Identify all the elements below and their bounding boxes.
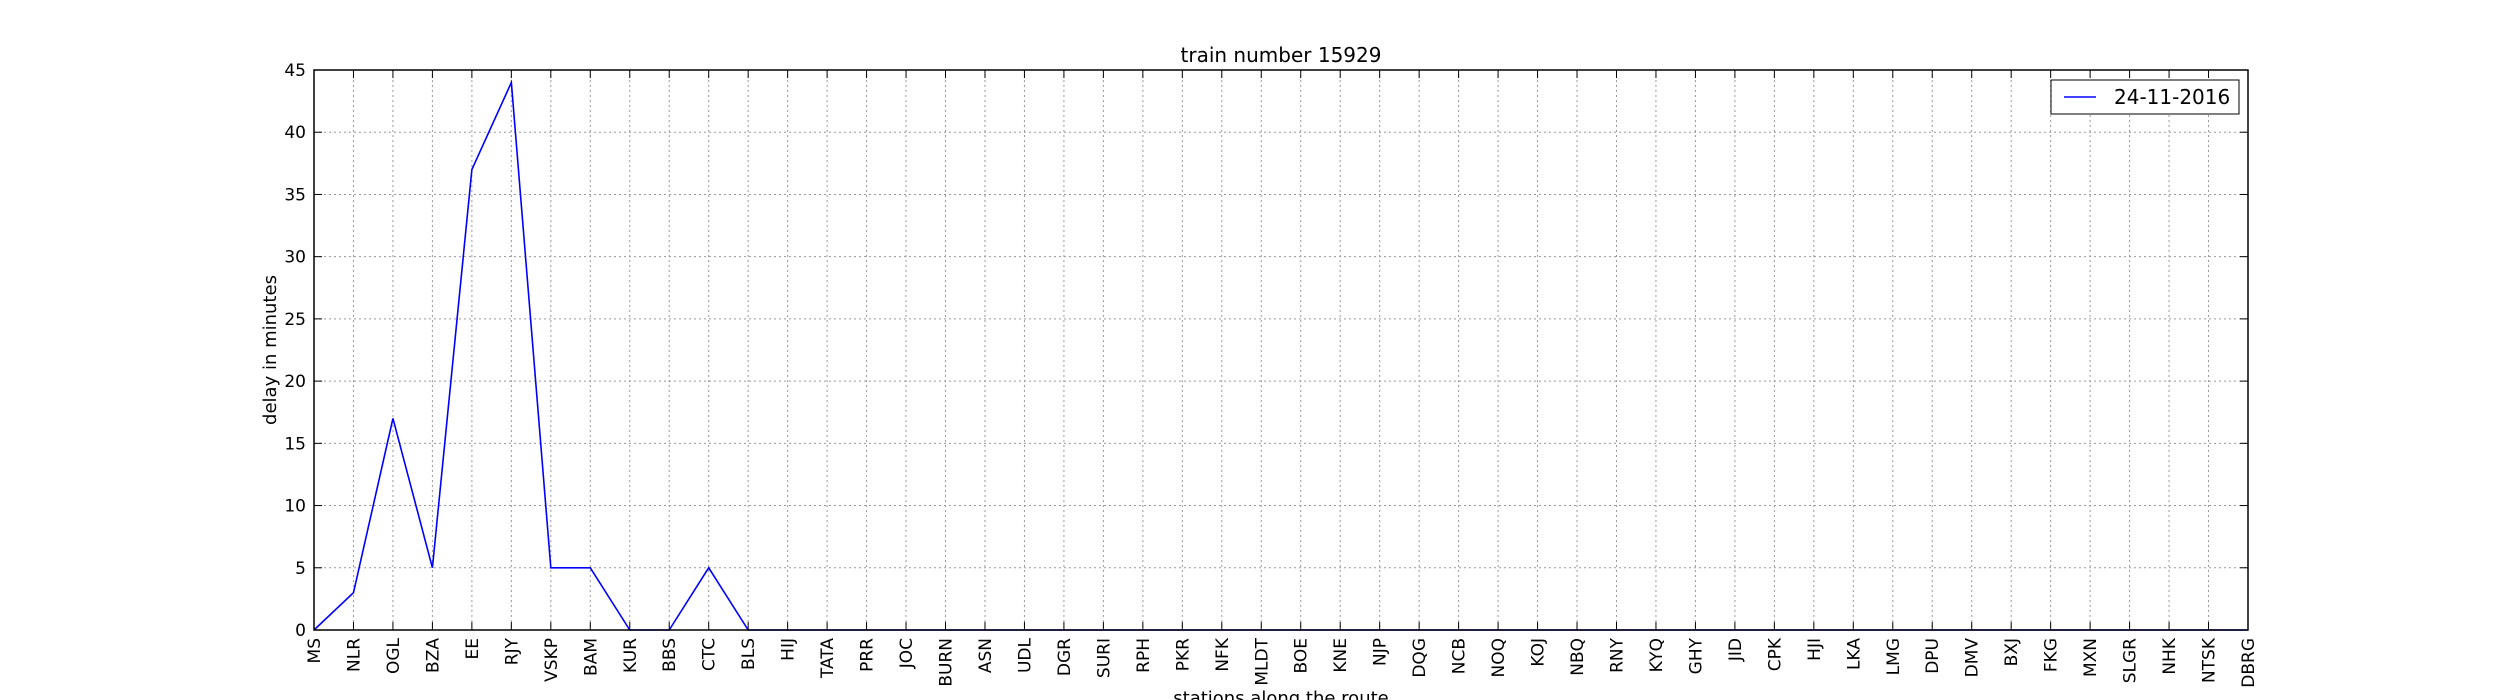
x-tick-label: BAM	[581, 638, 601, 676]
x-tick-label: KOJ	[1529, 638, 1549, 667]
x-tick-label: RPH	[1134, 638, 1154, 673]
x-tick-label: HJI	[1805, 638, 1825, 661]
x-tick-label: BBS	[660, 638, 680, 672]
y-tick-label: 10	[284, 497, 306, 517]
x-tick-label: GHY	[1686, 637, 1706, 674]
x-tick-label: NOQ	[1489, 638, 1509, 677]
series-line	[313, 79, 2248, 631]
x-tick-label: CPK	[1765, 637, 1785, 671]
axis-ticks	[313, 69, 2249, 631]
x-tick-label: PRR	[858, 638, 878, 672]
x-tick-label: DQG	[1410, 638, 1430, 678]
x-tick-label: KYQ	[1647, 638, 1667, 672]
y-tick-labels: 0 5 10 15 20 25 30 35 40 45	[284, 61, 306, 641]
x-tick-label: LKA	[1844, 638, 1864, 670]
x-tick-label: BURN	[937, 638, 957, 687]
x-tick-label: RJY	[502, 637, 522, 665]
x-tick-label: RNY	[1607, 637, 1627, 673]
x-tick-label: KUR	[621, 638, 641, 673]
x-tick-label: BXJ	[2002, 638, 2022, 666]
x-tick-label: KNE	[1331, 638, 1351, 673]
x-tick-label: DPU	[1923, 638, 1943, 674]
y-tick-label: 25	[284, 310, 306, 330]
y-axis-label: delay in minutes	[260, 275, 281, 425]
x-tick-label: BZA	[423, 638, 443, 673]
x-tick-label: NHK	[2160, 637, 2180, 675]
x-tick-label: BOE	[1292, 638, 1312, 674]
y-tick-label: 0	[295, 621, 306, 641]
x-tick-label: DBRG	[2239, 638, 2259, 688]
legend: 24-11-2016	[2050, 79, 2240, 115]
x-tick-label: LMG	[1884, 638, 1904, 675]
x-tick-label: TATA	[818, 638, 838, 679]
legend-label: 24-11-2016	[2114, 85, 2230, 109]
x-tick-labels: MS NLR OGL BZA EE RJY VSKP BAM KUR BBS CTC BLS HIJ TA…	[305, 637, 2259, 688]
y-tick-label: 45	[284, 61, 306, 81]
legend-box	[2050, 79, 2240, 115]
y-tick-label: 30	[284, 248, 306, 268]
plot-frame	[313, 69, 2249, 631]
x-tick-label: MXN	[2081, 638, 2101, 677]
x-tick-label: NJP	[1371, 638, 1391, 666]
y-tick-label: 40	[284, 123, 306, 143]
y-tick-label: 5	[295, 559, 306, 579]
x-tick-label: VSKP	[542, 638, 562, 682]
x-tick-label: BLS	[739, 638, 759, 670]
chart-title: train number 15929	[1181, 43, 1382, 67]
x-tick-label: JID	[1726, 638, 1746, 662]
x-tick-label: PKR	[1173, 638, 1193, 671]
x-tick-label: NFK	[1213, 637, 1233, 671]
x-tick-label: DGR	[1055, 638, 1075, 676]
x-tick-label: EE	[463, 638, 483, 659]
y-tick-label: 15	[284, 434, 306, 454]
series-layer	[313, 79, 2248, 631]
x-tick-label: SURI	[1094, 638, 1114, 678]
x-tick-label: NTSK	[2200, 637, 2220, 683]
x-tick-label: NCB	[1450, 638, 1470, 674]
x-tick-label: MLDT	[1252, 637, 1272, 685]
x-tick-label: OGL	[384, 637, 404, 674]
x-tick-label: SLGR	[2121, 638, 2141, 683]
x-tick-label: FKG	[2042, 638, 2062, 672]
x-tick-label: NLR	[344, 638, 364, 672]
x-tick-label: HIJ	[779, 638, 799, 661]
x-tick-label: MS	[305, 638, 325, 663]
y-tick-label: 35	[284, 185, 306, 205]
x-tick-label: NBQ	[1568, 638, 1588, 676]
x-tick-label: JOC	[897, 638, 917, 669]
y-tick-label: 20	[284, 372, 306, 392]
grid-lines	[314, 70, 2248, 630]
x-axis-label: stations along the route	[1173, 688, 1388, 700]
x-tick-label: ASN	[976, 638, 996, 673]
x-tick-label: DMV	[1963, 638, 1983, 678]
x-tick-label: UDL	[1015, 637, 1035, 673]
x-tick-label: CTC	[700, 638, 720, 671]
